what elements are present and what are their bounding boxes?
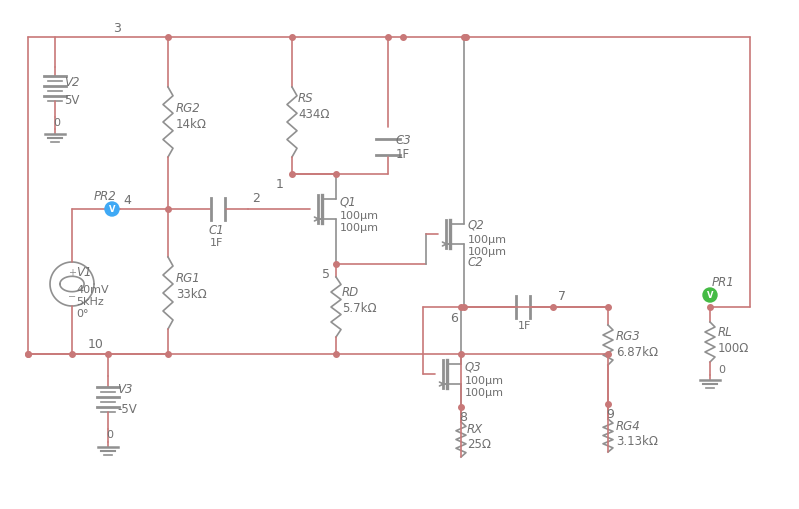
Text: 9: 9 xyxy=(606,408,614,420)
Text: 10: 10 xyxy=(88,337,104,350)
Text: V: V xyxy=(707,291,714,300)
Text: 3.13kΩ: 3.13kΩ xyxy=(616,435,658,447)
Text: C1: C1 xyxy=(208,223,224,236)
Text: C3: C3 xyxy=(396,133,411,146)
Text: 6.87kΩ: 6.87kΩ xyxy=(616,345,658,358)
Text: 2: 2 xyxy=(252,191,260,204)
Text: 100Ω: 100Ω xyxy=(718,341,749,354)
Text: 7: 7 xyxy=(558,289,566,302)
Text: 40mV: 40mV xyxy=(76,285,109,294)
Text: RG2: RG2 xyxy=(176,101,201,115)
Text: V1: V1 xyxy=(76,266,92,279)
Text: 5: 5 xyxy=(322,268,330,281)
Text: RD: RD xyxy=(342,285,359,298)
Text: 3: 3 xyxy=(113,21,121,35)
Text: 100μm: 100μm xyxy=(465,375,504,385)
Text: 5kHz: 5kHz xyxy=(76,296,104,306)
Text: 33kΩ: 33kΩ xyxy=(176,288,207,301)
Text: C2: C2 xyxy=(468,256,483,269)
Text: −: − xyxy=(68,292,76,301)
Text: 6: 6 xyxy=(450,311,458,324)
Text: 100μm: 100μm xyxy=(340,222,379,233)
Text: 100μm: 100μm xyxy=(468,235,507,244)
Text: 0: 0 xyxy=(718,364,725,374)
Text: 1F: 1F xyxy=(518,320,531,330)
Text: Q1: Q1 xyxy=(340,195,356,208)
Text: V: V xyxy=(109,205,115,214)
Text: Q3: Q3 xyxy=(465,360,482,373)
Text: RG4: RG4 xyxy=(616,420,641,433)
Text: 0°: 0° xyxy=(76,308,89,318)
Text: Q2: Q2 xyxy=(468,218,485,231)
Text: 8: 8 xyxy=(459,411,467,423)
Text: PR1: PR1 xyxy=(712,275,735,288)
Text: 14kΩ: 14kΩ xyxy=(176,117,207,130)
Text: RL: RL xyxy=(718,325,733,338)
Text: V3: V3 xyxy=(117,383,133,395)
Text: 100μm: 100μm xyxy=(468,246,507,257)
Text: RX: RX xyxy=(467,422,483,436)
Text: +: + xyxy=(68,267,76,277)
Text: 1: 1 xyxy=(276,178,284,191)
Text: 100μm: 100μm xyxy=(465,387,504,397)
Text: 100μm: 100μm xyxy=(340,211,379,220)
Text: 5.7kΩ: 5.7kΩ xyxy=(342,301,376,314)
Text: 5V: 5V xyxy=(64,93,79,106)
Text: -5V: -5V xyxy=(117,403,137,416)
Text: 25Ω: 25Ω xyxy=(467,438,491,450)
Text: 1F: 1F xyxy=(396,148,410,161)
Text: 4: 4 xyxy=(123,193,131,206)
Text: 434Ω: 434Ω xyxy=(298,107,329,120)
Text: V2: V2 xyxy=(64,75,79,89)
Text: 0: 0 xyxy=(53,118,60,128)
Text: RG1: RG1 xyxy=(176,271,201,284)
Text: 1F: 1F xyxy=(210,238,224,247)
Circle shape xyxy=(703,289,717,302)
Text: RG3: RG3 xyxy=(616,329,641,342)
Text: 0: 0 xyxy=(106,429,113,439)
Text: RS: RS xyxy=(298,91,314,104)
Text: PR2: PR2 xyxy=(94,189,117,202)
Circle shape xyxy=(105,203,119,216)
